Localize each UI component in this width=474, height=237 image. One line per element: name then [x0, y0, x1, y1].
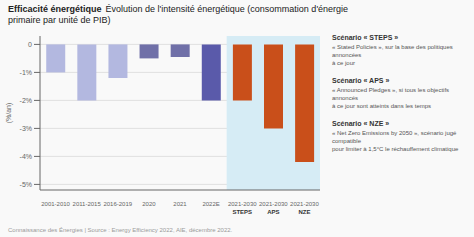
svg-text:2022E: 2022E: [202, 201, 219, 207]
html-text:« Net Zero Emissions by 2050 »: « Net Zero Emissions by 2050 », scénario…: [332, 130, 459, 152]
svg-text:-3%: -3%: [20, 125, 32, 132]
svg-text:-4%: -4%: [20, 153, 32, 160]
html-text:Scénario « STEPS »: Scénario « STEPS »: [332, 34, 399, 41]
svg-text:2021-2030STEPS: 2021-2030STEPS: [228, 201, 257, 215]
html-text:Scénario « APS »: Scénario « APS »: [332, 77, 390, 84]
html-text:Efficacité énergétique Évoluti: Efficacité énergétique Évolution de l'in…: [8, 4, 349, 14]
svg-text:(%/an): (%/an): [8, 103, 13, 124]
svg-text:2011-2015: 2011-2015: [73, 201, 102, 207]
svg-text:2021: 2021: [173, 201, 187, 207]
html-text:« Announced Pledges », si tous: « Announced Pledges », si tous les objec…: [332, 87, 450, 109]
svg-text:2001-2010: 2001-2010: [41, 201, 70, 207]
svg-text:2021-2030NZE: 2021-2030NZE: [290, 201, 319, 215]
svg-text:2021-2030APS: 2021-2030APS: [259, 201, 288, 215]
html-text:primaire par unité de PIB): primaire par unité de PIB): [8, 15, 111, 25]
html-text:Connaissance des Énergies | So: Connaissance des Énergies | Source : Ene…: [8, 227, 233, 233]
html-text:« Stated Policies », sur la ba: « Stated Policies », sur la base des pol…: [332, 44, 453, 66]
svg-text:0: 0: [28, 41, 32, 48]
svg-text:-5%: -5%: [20, 181, 32, 188]
html-text:Scénario « NZE »: Scénario « NZE »: [332, 120, 390, 127]
svg-text:-1%: -1%: [20, 69, 32, 76]
svg-text:2016-2019: 2016-2019: [103, 201, 132, 207]
svg-text:-2%: -2%: [20, 97, 32, 104]
svg-text:2020: 2020: [142, 201, 156, 207]
